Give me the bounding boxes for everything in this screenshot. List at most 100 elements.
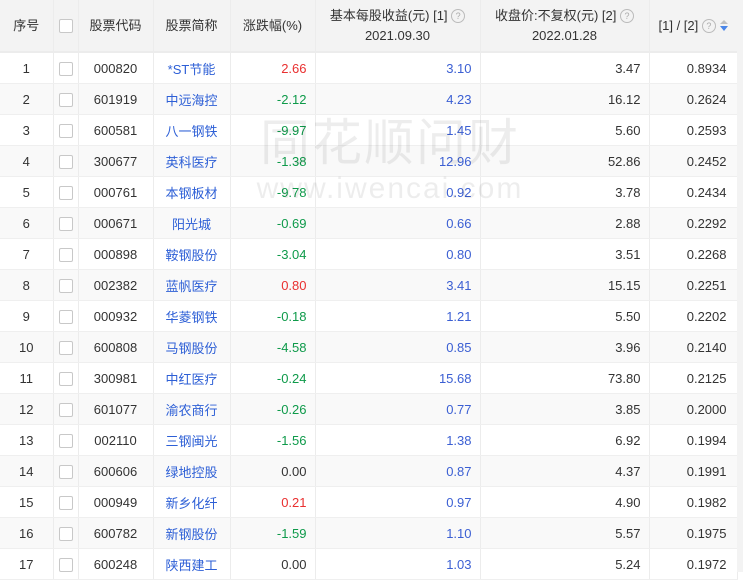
row-checkbox[interactable] <box>58 123 73 138</box>
row-checkbox[interactable] <box>58 340 73 355</box>
eps-value-link[interactable]: 15.68 <box>315 362 481 394</box>
eps-value-link[interactable]: 0.92 <box>315 176 481 208</box>
table-row[interactable]: 5 000761 本钢板材 -9.78 0.92 3.78 0.2434 <box>0 176 738 208</box>
eps-value-link[interactable]: 1.03 <box>315 548 481 580</box>
eps-value-link[interactable]: 0.77 <box>315 393 481 425</box>
row-select[interactable] <box>53 52 79 84</box>
stock-name-link[interactable]: 本钢板材 <box>153 176 231 208</box>
stock-name-link[interactable]: 马钢股份 <box>153 331 231 363</box>
scrollbar-track[interactable] <box>737 0 743 572</box>
stock-name-link[interactable]: 新乡化纤 <box>153 486 231 518</box>
table-row[interactable]: 15 000949 新乡化纤 0.21 0.97 4.90 0.1982 <box>0 486 738 518</box>
eps-value-link[interactable]: 0.80 <box>315 238 481 270</box>
row-select[interactable] <box>53 145 79 177</box>
stock-name-link[interactable]: 中红医疗 <box>153 362 231 394</box>
row-checkbox[interactable] <box>58 526 73 541</box>
table-row[interactable]: 16 600782 新钢股份 -1.59 1.10 5.57 0.1975 <box>0 517 738 549</box>
row-checkbox[interactable] <box>58 557 73 572</box>
eps-value-link[interactable]: 0.85 <box>315 331 481 363</box>
table-row[interactable]: 8 002382 蓝帆医疗 0.80 3.41 15.15 0.2251 <box>0 269 738 301</box>
header-ratio[interactable]: [1] / [2] ? <box>649 0 738 53</box>
row-checkbox[interactable] <box>58 278 73 293</box>
stock-name-link[interactable]: 阳光城 <box>153 207 231 239</box>
table-row[interactable]: 17 600248 陕西建工 0.00 1.03 5.24 0.1972 <box>0 548 738 580</box>
row-select[interactable] <box>53 238 79 270</box>
row-checkbox[interactable] <box>58 371 73 386</box>
eps-value-link[interactable]: 4.23 <box>315 83 481 115</box>
row-select[interactable] <box>53 393 79 425</box>
row-checkbox[interactable] <box>58 216 73 231</box>
row-checkbox[interactable] <box>58 464 73 479</box>
header-close[interactable]: 收盘价:不复权(元) [2] ? 2022.01.28 <box>480 0 650 53</box>
row-checkbox[interactable] <box>58 92 73 107</box>
row-select[interactable] <box>53 331 79 363</box>
row-select[interactable] <box>53 362 79 394</box>
eps-value-link[interactable]: 12.96 <box>315 145 481 177</box>
header-eps[interactable]: 基本每股收益(元) [1] ? 2021.09.30 <box>315 0 481 53</box>
sort-descending-icon[interactable] <box>719 20 728 32</box>
help-icon[interactable]: ? <box>451 9 466 24</box>
row-select[interactable] <box>53 83 79 115</box>
row-select[interactable] <box>53 455 79 487</box>
eps-value-link[interactable]: 3.41 <box>315 269 481 301</box>
stock-name-link[interactable]: 陕西建工 <box>153 548 231 580</box>
row-select[interactable] <box>53 114 79 146</box>
stock-name-link[interactable]: 新钢股份 <box>153 517 231 549</box>
eps-value-link[interactable]: 1.10 <box>315 517 481 549</box>
row-select[interactable] <box>53 300 79 332</box>
table-row[interactable]: 11 300981 中红医疗 -0.24 15.68 73.80 0.2125 <box>0 362 738 394</box>
row-select[interactable] <box>53 548 79 580</box>
row-checkbox[interactable] <box>58 185 73 200</box>
row-select[interactable] <box>53 517 79 549</box>
row-checkbox[interactable] <box>58 154 73 169</box>
header-name[interactable]: 股票简称 <box>153 0 231 53</box>
select-all-checkbox[interactable] <box>58 19 73 34</box>
row-select[interactable] <box>53 424 79 456</box>
table-row[interactable]: 1 000820 *ST节能 2.66 3.10 3.47 0.8934 <box>0 52 738 84</box>
row-checkbox[interactable] <box>58 433 73 448</box>
stock-name-link[interactable]: 绿地控股 <box>153 455 231 487</box>
row-checkbox[interactable] <box>58 309 73 324</box>
row-select[interactable] <box>53 207 79 239</box>
stock-name-link[interactable]: 中远海控 <box>153 83 231 115</box>
header-code[interactable]: 股票代码 <box>78 0 154 53</box>
row-checkbox[interactable] <box>58 61 73 76</box>
stock-name-link[interactable]: 蓝帆医疗 <box>153 269 231 301</box>
stock-name-link[interactable]: 八一钢铁 <box>153 114 231 146</box>
help-icon[interactable]: ? <box>619 9 634 24</box>
header-change[interactable]: 涨跌幅(%) <box>230 0 316 53</box>
table-row[interactable]: 2 601919 中远海控 -2.12 4.23 16.12 0.2624 <box>0 83 738 115</box>
row-select[interactable] <box>53 269 79 301</box>
header-eps-label[interactable]: 基本每股收益(元) [1] <box>329 7 448 23</box>
table-row[interactable]: 7 000898 鞍钢股份 -3.04 0.80 3.51 0.2268 <box>0 238 738 270</box>
table-row[interactable]: 3 600581 八一钢铁 -9.97 1.45 5.60 0.2593 <box>0 114 738 146</box>
table-row[interactable]: 6 000671 阳光城 -0.69 0.66 2.88 0.2292 <box>0 207 738 239</box>
table-row[interactable]: 4 300677 英科医疗 -1.38 12.96 52.86 0.2452 <box>0 145 738 177</box>
stock-name-link[interactable]: 鞍钢股份 <box>153 238 231 270</box>
row-checkbox[interactable] <box>58 495 73 510</box>
eps-value-link[interactable]: 0.66 <box>315 207 481 239</box>
table-row[interactable]: 10 600808 马钢股份 -4.58 0.85 3.96 0.2140 <box>0 331 738 363</box>
eps-value-link[interactable]: 1.45 <box>315 114 481 146</box>
header-ratio-label[interactable]: [1] / [2] <box>658 17 699 33</box>
header-select-all[interactable] <box>53 0 79 53</box>
eps-value-link[interactable]: 0.97 <box>315 486 481 518</box>
row-select[interactable] <box>53 176 79 208</box>
eps-value-link[interactable]: 3.10 <box>315 52 481 84</box>
stock-name-link[interactable]: 华菱钢铁 <box>153 300 231 332</box>
stock-name-link[interactable]: *ST节能 <box>153 52 231 84</box>
eps-value-link[interactable]: 1.38 <box>315 424 481 456</box>
eps-value-link[interactable]: 1.21 <box>315 300 481 332</box>
stock-name-link[interactable]: 渝农商行 <box>153 393 231 425</box>
row-checkbox[interactable] <box>58 402 73 417</box>
eps-value-link[interactable]: 0.87 <box>315 455 481 487</box>
table-row[interactable]: 9 000932 华菱钢铁 -0.18 1.21 5.50 0.2202 <box>0 300 738 332</box>
header-close-label[interactable]: 收盘价:不复权(元) [2] <box>495 7 617 23</box>
stock-name-link[interactable]: 三钢闽光 <box>153 424 231 456</box>
row-select[interactable] <box>53 486 79 518</box>
row-checkbox[interactable] <box>58 247 73 262</box>
stock-name-link[interactable]: 英科医疗 <box>153 145 231 177</box>
table-row[interactable]: 13 002110 三钢闽光 -1.56 1.38 6.92 0.1994 <box>0 424 738 456</box>
help-icon[interactable]: ? <box>701 19 716 34</box>
table-row[interactable]: 12 601077 渝农商行 -0.26 0.77 3.85 0.2000 <box>0 393 738 425</box>
